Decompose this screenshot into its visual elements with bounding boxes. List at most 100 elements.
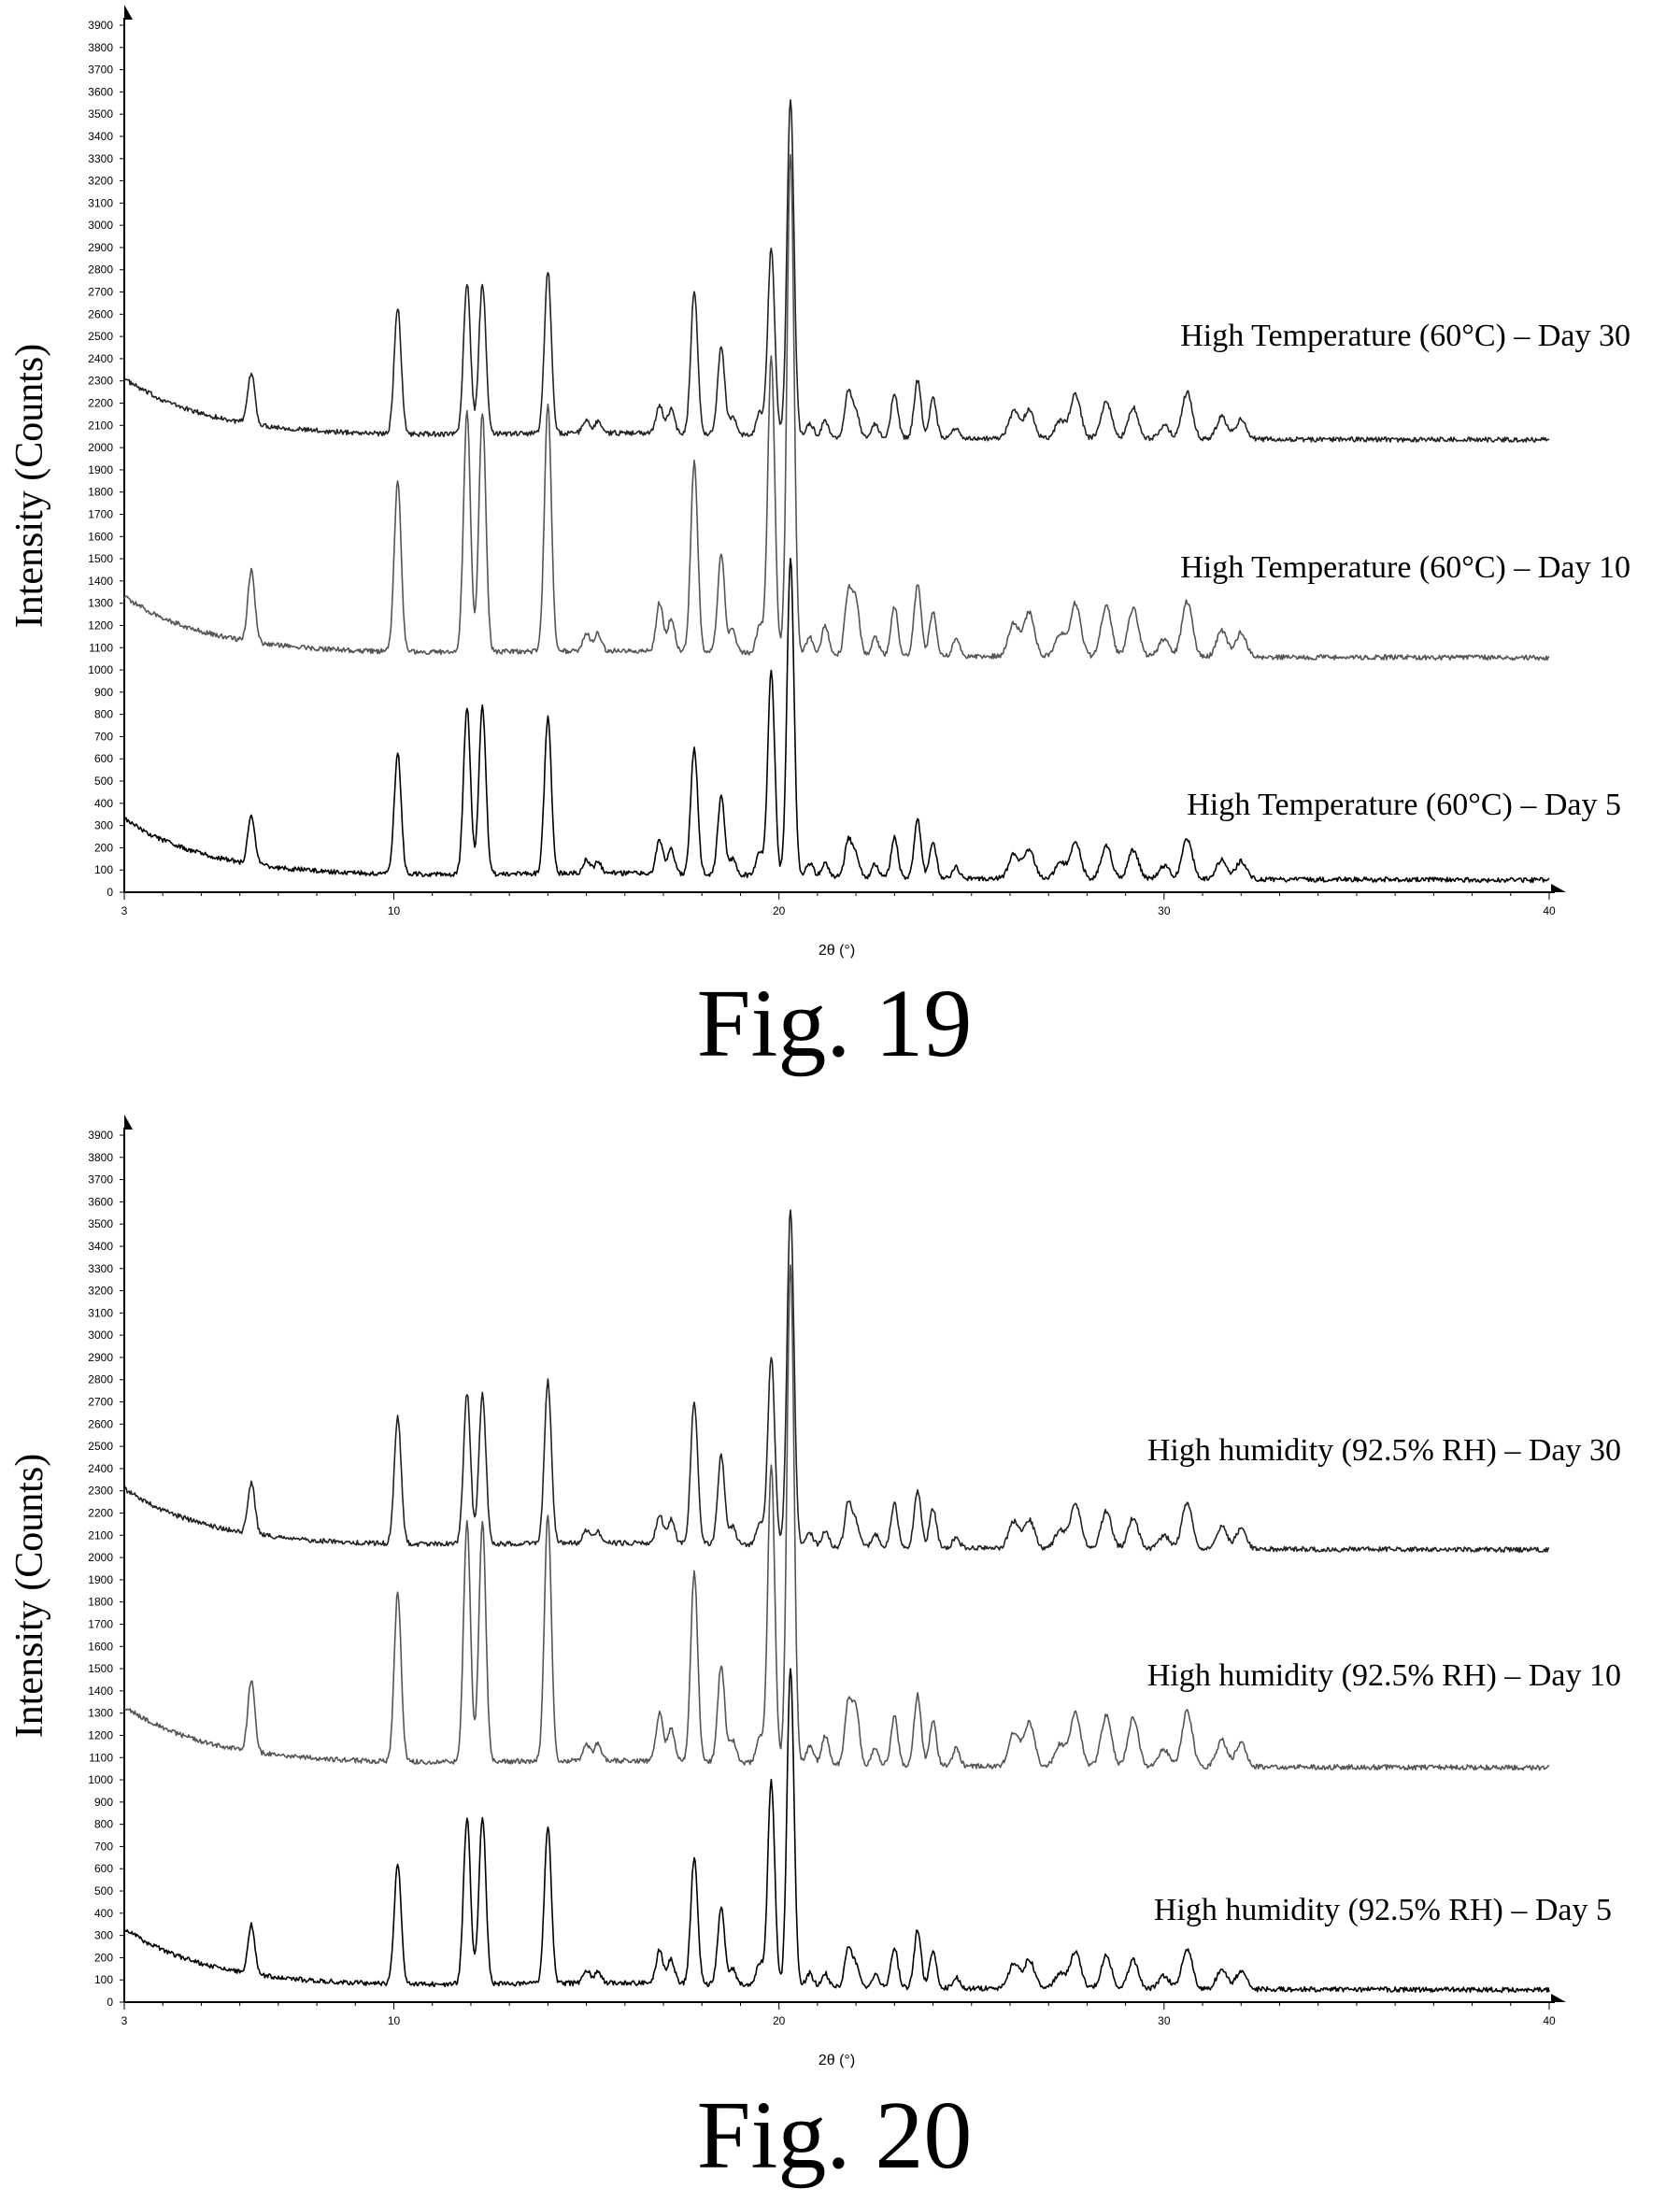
- series-line: [123, 557, 1550, 884]
- x-tick-label: 3: [121, 904, 128, 917]
- y-tick-label: 3400: [88, 1240, 113, 1253]
- y-tick-label: 1800: [88, 1596, 113, 1609]
- series-line: [123, 153, 1550, 661]
- y-tick-label: 0: [107, 886, 113, 899]
- y-tick-label: 2500: [88, 330, 113, 343]
- x-tick-label: 30: [1158, 904, 1171, 917]
- y-tick-label: 3500: [88, 1217, 113, 1230]
- y-tick-label: 2000: [88, 1551, 113, 1564]
- y-tick-label: 2500: [88, 1440, 113, 1453]
- y-tick-label: 1000: [88, 663, 113, 676]
- y-tick-label: 2800: [88, 1373, 113, 1386]
- y-tick-label: 1200: [88, 1728, 113, 1741]
- y-tick-label: 700: [94, 730, 113, 743]
- y-tick-label: 400: [94, 797, 113, 810]
- y-tick-label: 3100: [88, 1306, 113, 1319]
- y-tick-label: 100: [94, 863, 113, 876]
- x-axis-label: 2θ (°): [819, 943, 855, 959]
- y-tick-label: 3900: [88, 19, 113, 32]
- x-tick-label: 20: [773, 2014, 786, 2027]
- series-label: High humidity (92.5% RH) – Day 10: [1147, 1658, 1621, 1693]
- y-tick-label: 3600: [88, 85, 113, 98]
- series-label: High humidity (92.5% RH) – Day 30: [1147, 1433, 1621, 1468]
- y-tick-label: 1400: [88, 575, 113, 588]
- y-tick-label: 1100: [89, 1751, 113, 1764]
- y-tick-label: 1000: [88, 1773, 113, 1786]
- x-tick-label: 30: [1158, 2014, 1171, 2027]
- series-label: High Temperature (60°C) – Day 5: [1187, 788, 1621, 822]
- x-axis-label: 2θ (°): [819, 2053, 855, 2068]
- y-tick-label: 3700: [88, 1173, 113, 1187]
- y-tick-label: 2200: [88, 1507, 113, 1520]
- series-label: High Temperature (60°C) – Day 30: [1180, 319, 1630, 353]
- y-tick-label: 3400: [88, 130, 113, 143]
- y-tick-label: 3000: [88, 219, 113, 232]
- y-tick-label: 200: [94, 841, 113, 854]
- y-axis-label: Intensity (Counts): [8, 1454, 51, 1738]
- y-tick-label: 1400: [88, 1684, 113, 1698]
- y-axis-arrow: [124, 1115, 133, 1130]
- y-tick-label: 3700: [88, 64, 113, 77]
- y-tick-label: 900: [94, 1796, 113, 1809]
- y-tick-label: 200: [94, 1951, 113, 1964]
- y-tick-label: 2300: [88, 1485, 113, 1498]
- y-tick-label: 2600: [88, 307, 113, 320]
- x-tick-label: 3: [121, 2014, 128, 2027]
- y-tick-label: 3800: [88, 41, 113, 54]
- y-tick-label: 3200: [88, 175, 113, 188]
- y-tick-label: 300: [94, 819, 113, 832]
- y-tick-label: 2600: [88, 1417, 113, 1430]
- y-tick-label: 3100: [88, 196, 113, 209]
- figure-caption: Fig. 20: [697, 2082, 973, 2189]
- x-tick-label: 40: [1543, 904, 1556, 917]
- y-tick-label: 1500: [88, 1662, 113, 1675]
- y-tick-label: 2900: [88, 1351, 113, 1364]
- y-tick-label: 1600: [88, 530, 113, 543]
- figure-20-panel: 0 100 200 300 400 500 600 700 800 900 1000 1100 1200…: [8, 1115, 1621, 2189]
- y-tick-label: 1300: [88, 597, 113, 610]
- y-tick-label: 2100: [88, 1528, 113, 1542]
- series-label: High Temperature (60°C) – Day 10: [1180, 550, 1630, 585]
- y-tick-label: 1700: [88, 1617, 113, 1630]
- y-tick-label: 800: [94, 1818, 113, 1831]
- y-tick-label: 2900: [88, 241, 113, 254]
- series-line: [123, 99, 1550, 444]
- y-tick-label: 2300: [88, 375, 113, 388]
- series-line: [123, 1264, 1550, 1771]
- y-tick-label: 2100: [88, 419, 113, 432]
- y-tick-label: 2700: [88, 286, 113, 299]
- y-tick-label: 3300: [88, 152, 113, 165]
- x-tick-label: 40: [1543, 2014, 1556, 2027]
- y-tick-label: 600: [94, 752, 113, 765]
- y-tick-label: 3900: [88, 1129, 113, 1142]
- y-tick-label: 3200: [88, 1285, 113, 1298]
- y-tick-label: 3300: [88, 1262, 113, 1275]
- y-tick-label: 2800: [88, 263, 113, 277]
- y-tick-label: 700: [94, 1840, 113, 1853]
- y-tick-label: 800: [94, 708, 113, 721]
- y-tick-label: 1600: [88, 1640, 113, 1653]
- y-axis-arrow: [124, 5, 133, 20]
- y-tick-label: 300: [94, 1929, 113, 1942]
- y-tick-label: 100: [94, 1973, 113, 1986]
- y-tick-label: 2200: [88, 397, 113, 410]
- x-axis-arrow: [1551, 1994, 1566, 2002]
- y-axis-label: Intensity (Counts): [8, 344, 51, 628]
- y-tick-label: 500: [94, 1884, 113, 1897]
- x-tick-label: 10: [388, 2014, 401, 2027]
- x-tick-label: 10: [388, 904, 401, 917]
- y-tick-label: 2000: [88, 441, 113, 454]
- y-tick-label: 500: [94, 775, 113, 788]
- y-tick-label: 600: [94, 1862, 113, 1875]
- y-tick-label: 2400: [88, 352, 113, 365]
- y-tick-label: 400: [94, 1907, 113, 1920]
- y-tick-label: 1300: [88, 1707, 113, 1720]
- y-tick-label: 1900: [88, 463, 113, 476]
- y-tick-label: 3500: [88, 107, 113, 121]
- y-tick-label: 1200: [88, 618, 113, 632]
- y-tick-label: 2400: [88, 1462, 113, 1475]
- x-axis-arrow: [1551, 884, 1566, 892]
- y-tick-label: 1500: [88, 552, 113, 565]
- y-tick-label: 1900: [88, 1573, 113, 1586]
